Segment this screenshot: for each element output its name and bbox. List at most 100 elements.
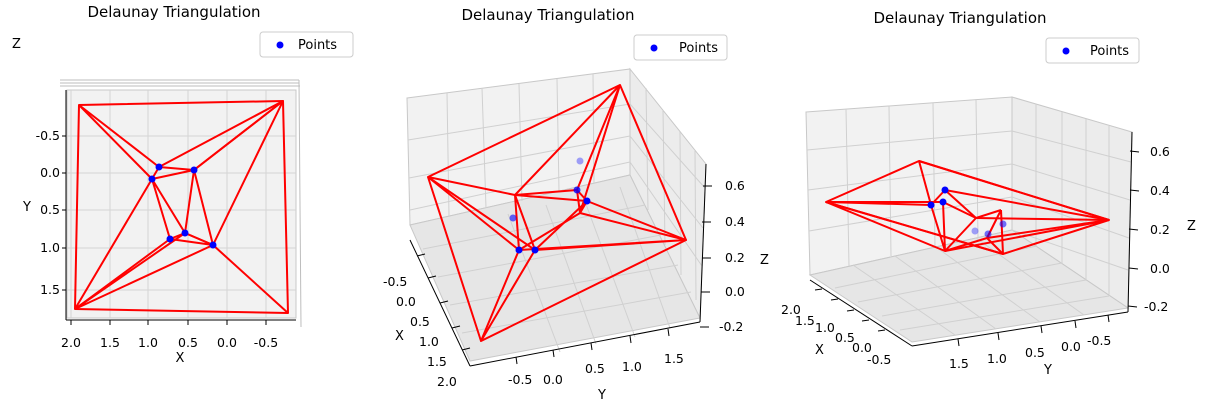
- legend-marker: [276, 41, 284, 49]
- data-point: [984, 230, 992, 238]
- data-point: [166, 235, 174, 243]
- panel-1-ytick-label: 0.0: [40, 165, 60, 180]
- panel-3-xtick-marks: [814, 288, 886, 332]
- data-point: [509, 214, 517, 222]
- panel-1-axes: [62, 90, 296, 325]
- panel-1-ytick-label: -0.5: [36, 128, 60, 143]
- panel-3-y-label: Y: [1043, 363, 1052, 378]
- legend-label: Points: [298, 38, 337, 53]
- panel-2-ytick-label: 0.5: [585, 361, 605, 376]
- panel-3-z-label: Z: [1187, 219, 1196, 234]
- data-point: [971, 227, 979, 235]
- panel-2-xtick-label: 1.5: [427, 354, 447, 369]
- panel-2-y-label: Y: [597, 388, 606, 403]
- panel-2-points: [509, 157, 591, 254]
- panel-2-ytick-label: 1.0: [622, 359, 642, 374]
- panel-3-ztick-label: 0.0: [1150, 261, 1170, 276]
- data-point: [209, 241, 217, 249]
- panel-3-xtick-label: 0.5: [835, 330, 855, 345]
- panel-2-x-label: X: [395, 329, 404, 344]
- panel-3-ztick-label: 0.4: [1150, 183, 1170, 198]
- panel-1-ytick-label: 1.0: [40, 240, 60, 255]
- panel-3-x-label: X: [815, 343, 824, 358]
- legend-marker: [650, 44, 658, 52]
- panel-3-ytick-label: -0.5: [1087, 333, 1111, 348]
- panel-1-xtick-label: 1.0: [138, 335, 158, 350]
- panel-3: Delaunay Triangulation: [781, 9, 1196, 378]
- panel-1-title: Delaunay Triangulation: [87, 3, 260, 21]
- panel-1-x-label: X: [176, 351, 185, 366]
- data-point: [927, 201, 935, 209]
- panel-2-xtick-marks: [416, 253, 471, 351]
- panel-3-points: [927, 186, 1007, 238]
- panel-3-ztick-marks: [1127, 150, 1140, 308]
- panel-3-xtick-label: 1.5: [795, 313, 815, 328]
- legend-box: [1045, 37, 1140, 64]
- panel-2-xtick-label: 0.0: [396, 294, 416, 309]
- data-point: [190, 166, 198, 174]
- data-point: [999, 220, 1007, 228]
- legend-label: Points: [679, 41, 718, 56]
- panel-1-xtick-label: 2.0: [61, 335, 81, 350]
- panel-3-axes: [809, 131, 1133, 347]
- data-point: [531, 246, 539, 254]
- panel-2-legend: Points: [633, 34, 728, 61]
- panel-2-xtick-label: 1.0: [419, 334, 439, 349]
- panel-1-xtick-label: -0.5: [254, 335, 278, 350]
- panel-2-xtick-label: 0.5: [410, 314, 430, 329]
- legend-marker: [1062, 47, 1070, 55]
- panel-2-ztick-label: -0.2: [719, 319, 743, 334]
- panel-2-ytick-marks: [515, 328, 670, 365]
- panel-3-xtick-label: 2.0: [781, 302, 801, 317]
- data-point: [573, 186, 581, 194]
- panel-3-grid: [806, 99, 1132, 336]
- panel-1: Delaunay Triangulation Z -: [12, 3, 354, 366]
- data-point: [148, 175, 156, 183]
- panel-1-ytick-labels: -0.5 0.0 0.5 1.0 1.5: [36, 128, 60, 297]
- panel-3-ytick-label: 0.5: [1025, 345, 1045, 360]
- legend-box: [259, 31, 354, 58]
- panel-3-edges: [825, 160, 1110, 255]
- panel-3-xtick-label: -0.5: [867, 352, 891, 367]
- legend-label: Points: [1090, 44, 1129, 59]
- panel-3-ytick-label: 0.0: [1061, 339, 1081, 354]
- panel-3-ztick-label: 0.6: [1150, 144, 1170, 159]
- panel-1-legend: Points: [259, 31, 354, 58]
- data-point: [939, 198, 947, 206]
- panel-3-ztick-label: -0.2: [1144, 299, 1168, 314]
- panel-2-ytick-label: -0.5: [508, 372, 532, 387]
- panel-1-pane-edges: [60, 79, 302, 328]
- panel-2-z-label: Z: [760, 253, 769, 268]
- panel-3-xtick-label: 1.0: [815, 320, 835, 335]
- panel-1-z-label: Z: [12, 37, 21, 52]
- panel-1-xtick-label: 1.5: [100, 335, 120, 350]
- panel-1-ytick-label: 1.5: [40, 282, 60, 297]
- panel-3-ytick-marks: [957, 314, 1110, 347]
- panel-1-xtick-label: 0.5: [178, 335, 198, 350]
- panel-2-ztick-marks: [700, 185, 712, 328]
- panel-1-ytick-label: 0.5: [40, 202, 60, 217]
- panel-1-xtick-label: 0.0: [217, 335, 237, 350]
- legend-box: [633, 34, 728, 61]
- panel-3-ytick-label: 1.5: [949, 356, 969, 371]
- panel-1-pane: [66, 89, 297, 319]
- panel-3-ytick-label: 1.0: [987, 351, 1007, 366]
- panel-2-ztick-label: 0.6: [725, 178, 745, 193]
- panel-2-xtick-label: 2.0: [437, 374, 457, 389]
- panel-3-legend: Points: [1045, 37, 1140, 64]
- panel-3-panes: [805, 96, 1133, 343]
- panel-1-points: [148, 163, 217, 249]
- panel-2-xtick-label: -0.5: [383, 274, 407, 289]
- data-point: [515, 246, 523, 254]
- panel-2-ztick-label: 0.4: [725, 214, 745, 229]
- data-point: [576, 157, 584, 165]
- panel-2-ztick-label: 0.0: [725, 284, 745, 299]
- panel-1-xtick-labels: 2.0 1.5 1.0 0.5 0.0 -0.5: [61, 335, 278, 350]
- data-point: [941, 186, 949, 194]
- panel-2-title: Delaunay Triangulation: [461, 6, 634, 24]
- panel-1-grid: [67, 90, 296, 318]
- panel-2: Delaunay Triangulation: [383, 6, 769, 403]
- data-point: [583, 197, 591, 205]
- panel-3-ztick-label: 0.2: [1150, 222, 1170, 237]
